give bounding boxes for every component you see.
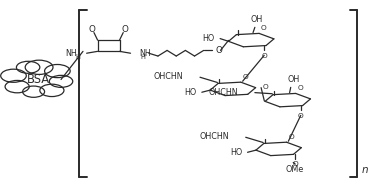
Text: HO: HO [184,88,196,97]
Text: O: O [215,46,222,55]
Text: HO: HO [230,148,242,157]
Text: O: O [288,134,294,140]
Text: n: n [361,165,368,175]
Text: OH: OH [287,75,299,84]
Text: NH: NH [139,49,151,58]
Text: O: O [261,53,267,59]
Text: OHCHN: OHCHN [154,72,184,81]
Text: H: H [140,54,145,60]
Text: OH: OH [250,15,263,24]
Text: H: H [75,54,80,60]
Text: O: O [243,74,248,80]
Text: O: O [89,25,95,34]
Text: O: O [298,113,304,119]
Text: OMe: OMe [286,165,304,174]
Text: O: O [263,84,269,90]
Text: BSA: BSA [26,73,50,86]
Text: O: O [297,85,303,91]
Text: HO: HO [202,34,215,43]
Text: O: O [261,25,267,31]
Text: O: O [292,161,298,167]
Text: OHCHN: OHCHN [209,88,238,97]
Text: OHCHN: OHCHN [200,132,229,141]
Text: O: O [122,25,128,34]
Text: NH: NH [66,49,77,58]
